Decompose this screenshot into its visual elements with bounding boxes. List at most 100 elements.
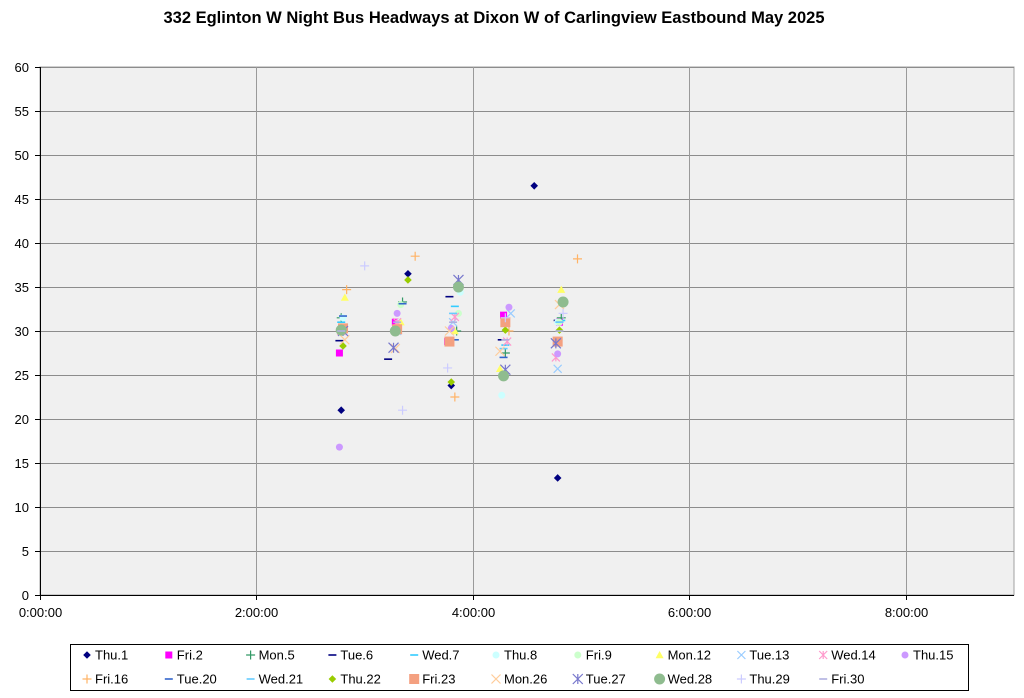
legend-marker-thu8 [492, 651, 500, 659]
series-tue13-point-4 [506, 308, 516, 318]
legend-item-thu8: Thu.8 [492, 648, 537, 663]
series-thu1-point-1 [337, 406, 346, 414]
legend-label-mon12: Mon.12 [668, 648, 711, 663]
legend-item-mon26: Mon.26 [491, 672, 547, 687]
series-tue27-point-5 [550, 337, 562, 349]
legend-marker-wed14 [818, 650, 828, 660]
legend-label-fri2: Fri.2 [177, 648, 203, 663]
series-thu29-point-4 [500, 313, 510, 323]
axes: 0 5 10 15 20 25 30 35 40 45 50 55 60 0:00:00 2:00:00 4:… [15, 60, 1014, 620]
legend-item-thu22: Thu.22 [328, 672, 381, 687]
legend-item-fri16: Fri.16 [82, 672, 128, 687]
legend-item-tue27: Tue.27 [572, 672, 626, 687]
series-thu22-point-3 [447, 378, 456, 386]
legend-marker-fri16 [82, 674, 92, 684]
series-fri2-point-4 [500, 311, 508, 319]
legend-marker-thu1 [83, 651, 91, 659]
series-mon12-point-3 [450, 327, 459, 335]
legend-item-wed21: Wed.21 [246, 672, 304, 687]
legend-label-tue27: Tue.27 [586, 672, 626, 687]
series-wed28-point-3 [452, 281, 464, 293]
y-tick-label: 40 [15, 236, 29, 251]
series-mon26-point-2 [390, 343, 401, 354]
series-mon12-point-5 [557, 285, 566, 293]
legend-marker-tue13 [736, 650, 746, 660]
legend-marker-fri2 [165, 651, 173, 659]
series-thu29-point-3 [443, 363, 453, 373]
x-tick-label: 0:00:00 [19, 605, 62, 620]
legend-label-tue20: Tue.20 [177, 672, 217, 687]
legend-item-thu29: Thu.29 [736, 672, 790, 687]
series-thu22-point-4 [501, 326, 510, 334]
series-mon12-point-1 [340, 293, 349, 301]
chart-title: 332 Eglinton W Night Bus Headways at Dix… [163, 9, 824, 27]
legend-item-tue13: Tue.13 [736, 648, 789, 663]
series-wed28-point-5 [557, 296, 569, 308]
series-tue27-point-2 [388, 342, 399, 354]
legend-label-thu15: Thu.15 [913, 648, 953, 663]
legend-label-mon5: Mon.5 [259, 648, 295, 663]
series-thu15-point-5 [554, 350, 562, 358]
legend-label-wed7: Wed.7 [422, 648, 459, 663]
legend-marker-thu22 [328, 675, 337, 683]
legend-item-fri23: Fri.23 [409, 672, 455, 687]
legend-label-wed21: Wed.21 [259, 672, 304, 687]
legend-marker-tue27 [572, 673, 584, 685]
series-wed28-point-2 [389, 325, 401, 337]
legend-label-wed14: Wed.14 [831, 648, 876, 663]
legend-label-thu29: Thu.29 [749, 672, 789, 687]
legend-marker-mon26 [491, 674, 501, 684]
series-thu15-point-1 [335, 443, 343, 451]
legend-label-tue13: Tue.13 [749, 648, 789, 663]
legend-label-tue6: Tue.6 [340, 648, 373, 663]
series-fri16 [342, 251, 583, 402]
series-wed28-point-1 [335, 324, 347, 336]
x-tick-label: 6:00:00 [668, 605, 711, 620]
legend-marker-mon5 [246, 650, 256, 660]
legend-item-fri2: Fri.2 [165, 648, 203, 663]
series-thu29-point-5 [558, 308, 568, 318]
series-fri2-point-1 [335, 349, 343, 357]
y-tick-label: 50 [15, 148, 29, 163]
y-tick-label: 0 [22, 588, 29, 603]
legend-label-fri23: Fri.23 [422, 672, 455, 687]
legend-label-fri9: Fri.9 [586, 648, 612, 663]
series-thu29-point-2 [398, 405, 408, 415]
y-tick-label: 55 [15, 104, 29, 119]
series-mon26-point-4 [495, 346, 505, 357]
y-tick-label: 30 [15, 324, 29, 339]
series-wed28-point-4 [498, 370, 510, 382]
series-fri16-point-1 [342, 285, 352, 295]
series-thu22-point-5 [555, 326, 564, 334]
y-tick-label: 20 [15, 412, 29, 427]
legend-marker-wed28 [654, 673, 666, 685]
series-thu29-point-1 [360, 261, 370, 271]
legend-marker-fri23 [409, 674, 420, 684]
legend-item-tue20: Tue.20 [164, 672, 217, 687]
legend-item-wed28: Wed.28 [654, 672, 712, 687]
legend-item-mon5: Mon.5 [246, 648, 295, 663]
legend: Thu.1 Fri.2 Mon.5 Tue.6 Wed.7 Thu.8 Fri.9 Mon.1… [70, 644, 969, 691]
series-tue13-point-5 [553, 364, 563, 374]
legend-label-mon26: Mon.26 [504, 672, 547, 687]
legend-item-wed14: Wed.14 [818, 648, 876, 663]
series-thu15-point-2 [393, 309, 401, 317]
legend-item-thu15: Thu.15 [901, 648, 953, 663]
series-thu1-point-5 [553, 474, 562, 482]
series-thu15 [335, 303, 562, 451]
legend-item-mon12: Mon.12 [655, 648, 711, 663]
series-wed14-point-4 [502, 337, 512, 346]
series-fri9-point-2 [397, 301, 405, 309]
legend-item-fri9: Fri.9 [574, 648, 612, 663]
y-tick-label: 5 [22, 544, 29, 559]
series-mon12-point-4 [495, 364, 504, 373]
series-mon26-point-1 [339, 334, 350, 345]
legend-label-fri30: Fri.30 [831, 672, 864, 687]
legend-item-wed7: Wed.7 [410, 648, 460, 663]
y-tick-label: 45 [15, 192, 29, 207]
series-thu22-point-2 [404, 276, 412, 284]
series-wed28 [335, 281, 569, 382]
x-tick-label: 2:00:00 [235, 605, 278, 620]
y-tick-label: 10 [15, 500, 29, 515]
